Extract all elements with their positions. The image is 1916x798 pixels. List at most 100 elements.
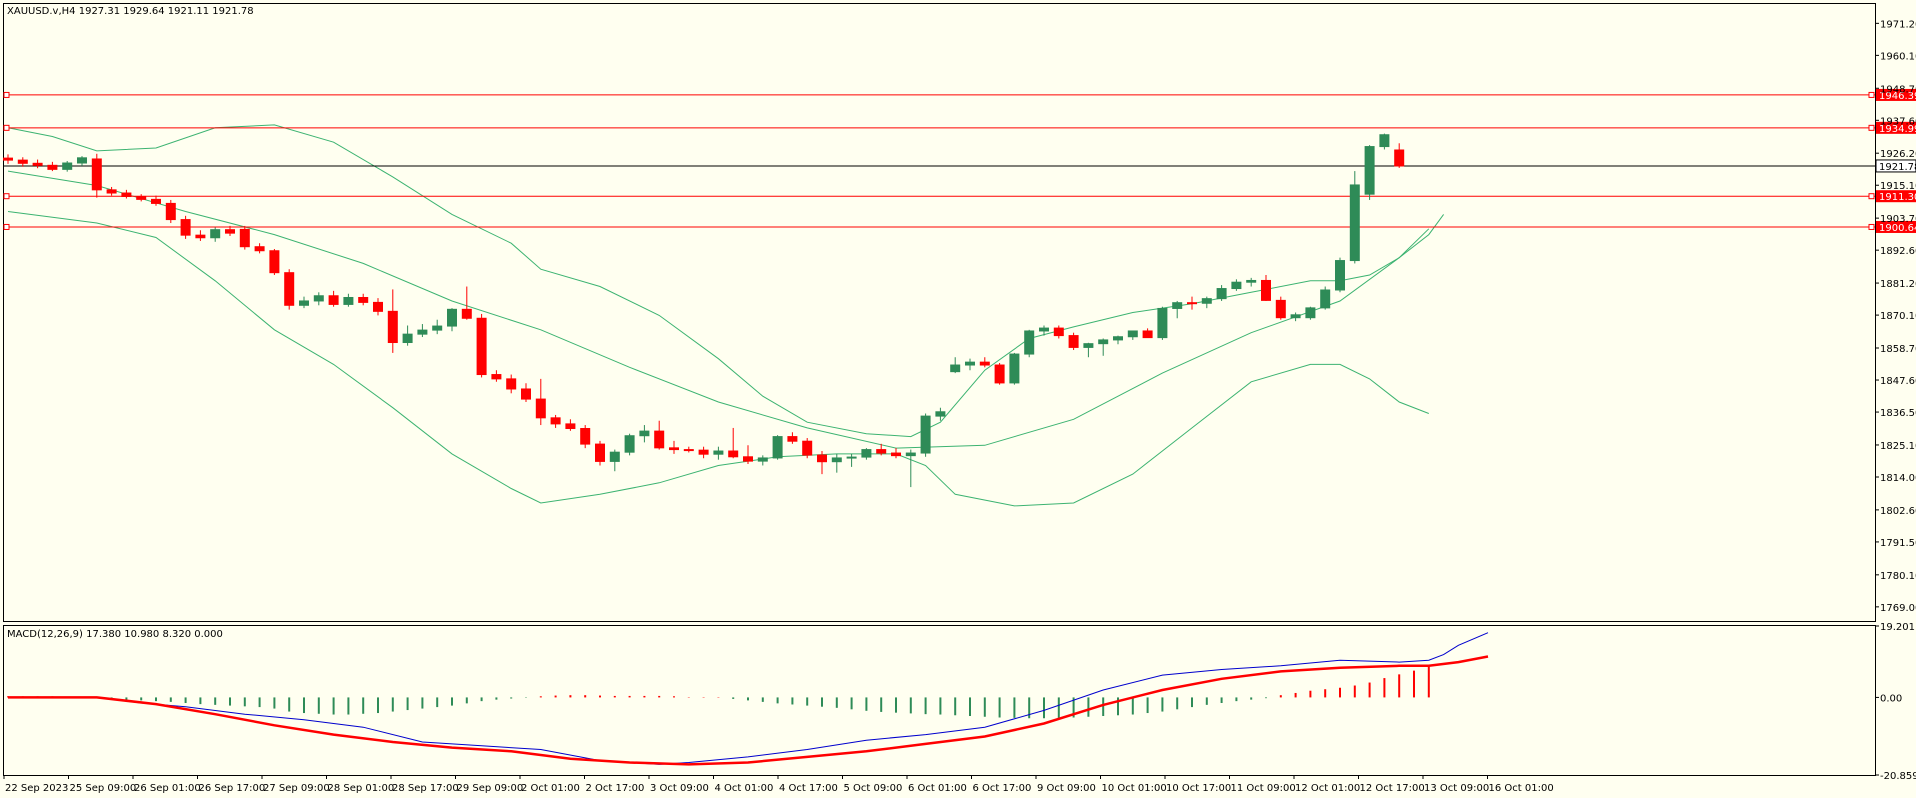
- candle-body-bear: [654, 430, 665, 449]
- candle-body-bear: [3, 157, 13, 161]
- candle-body-bull: [965, 361, 975, 366]
- candle: [447, 308, 457, 332]
- candle: [757, 455, 768, 466]
- level-handle-left: [3, 124, 10, 131]
- candle-body-bull: [1379, 134, 1390, 148]
- candle-body-bull: [609, 451, 620, 462]
- candle-body-bull: [1305, 307, 1316, 319]
- candle: [284, 269, 295, 310]
- candle: [580, 425, 591, 449]
- level-label-bg: [1876, 220, 1916, 233]
- candle: [180, 215, 191, 239]
- time-tick-label: 26 Sep 17:00: [199, 783, 266, 794]
- price-tick-label: 1926.20: [1880, 149, 1916, 160]
- candle: [1053, 325, 1064, 339]
- candle: [299, 296, 309, 309]
- candle: [1157, 306, 1168, 340]
- time-tick-label: 22 Sep 2023: [5, 783, 68, 794]
- candle-body-bull: [299, 300, 309, 306]
- time-tick-label: 5 Oct 09:00: [844, 783, 903, 794]
- level-handle-right: [1868, 91, 1875, 98]
- level-handle-right: [1868, 124, 1875, 131]
- candle-body-bear: [1068, 335, 1079, 348]
- candle-body-bull: [1335, 260, 1345, 291]
- candle: [387, 289, 398, 353]
- candle-body-bear: [550, 417, 561, 425]
- level-handle-right: [1868, 193, 1875, 200]
- price-tick-label: 1948.70: [1880, 84, 1916, 95]
- candle-body-bull: [1127, 330, 1138, 338]
- current-price-label-bg: [1875, 159, 1916, 173]
- candle: [343, 293, 354, 307]
- candle-body-bear: [476, 317, 487, 376]
- candle-body-bull: [624, 435, 635, 453]
- candle-body-bear: [121, 192, 132, 197]
- candle: [32, 159, 43, 169]
- candle: [609, 449, 620, 472]
- candle-body-bull: [417, 329, 428, 335]
- candle: [831, 453, 842, 473]
- horizontal-levels[interactable]: 1946.39 1934.99 1911.30 1900.64 1921.78: [3, 88, 1916, 234]
- candle-body-bull: [639, 430, 650, 437]
- price-tick-label: 1903.70: [1880, 214, 1916, 225]
- candle-body-bear: [1275, 299, 1286, 319]
- candle: [77, 156, 87, 166]
- candle: [373, 298, 383, 316]
- candle: [1320, 286, 1331, 310]
- symbol-header: XAUUSD.v,H4 1927.31 1929.64 1921.11 1921…: [7, 6, 254, 17]
- candle: [106, 186, 117, 196]
- candle: [772, 435, 783, 460]
- level-handle-left: [3, 91, 10, 98]
- time-tick-label: 12 Oct 17:00: [1360, 783, 1425, 794]
- candle-body-bear: [1261, 279, 1271, 301]
- time-tick-label: 16 Oct 01:00: [1489, 783, 1554, 794]
- macd-indicator: 19.201 0.00 -20.859: [7, 622, 1916, 782]
- candle-body-bear: [91, 158, 102, 191]
- candle-body-bull: [1157, 307, 1168, 339]
- candle-body-bull: [1172, 302, 1183, 309]
- candle: [1083, 342, 1094, 358]
- level-label: 1946.39: [1879, 91, 1916, 102]
- candle-body-bear: [802, 440, 813, 456]
- candle-body-bull: [846, 456, 857, 459]
- price-tick-label: 1769.00: [1880, 603, 1916, 614]
- time-tick-label: 27 Sep 09:00: [263, 783, 330, 794]
- price-tick-label: 1915.10: [1880, 181, 1916, 192]
- candle-body-bear: [491, 374, 502, 380]
- candle-body-bull: [1290, 314, 1301, 319]
- candle-body-bear: [328, 295, 339, 305]
- candle: [861, 448, 872, 460]
- candle-body-bull: [77, 157, 87, 164]
- candle-body-bull: [1098, 339, 1109, 345]
- candle: [1024, 329, 1035, 358]
- time-tick-label: 11 Oct 09:00: [1231, 783, 1296, 794]
- level-label: 1934.99: [1879, 124, 1916, 135]
- candle-body-bear: [373, 301, 383, 312]
- time-tick-label: 6 Oct 17:00: [973, 783, 1032, 794]
- candle-body-bull: [1201, 298, 1212, 304]
- candle: [1201, 296, 1212, 309]
- candle: [669, 440, 679, 454]
- candle-body-bull: [62, 162, 73, 170]
- candle: [432, 319, 443, 335]
- candle: [47, 161, 58, 172]
- candle: [1246, 277, 1257, 287]
- candle: [1305, 306, 1316, 320]
- candle-body-bear: [787, 436, 798, 442]
- candle: [91, 153, 102, 198]
- time-tick-label: 28 Sep 01:00: [328, 783, 395, 794]
- candle-body-bull: [920, 415, 931, 454]
- price-tick-label: 1870.10: [1880, 311, 1916, 322]
- price-tick-label: 1836.50: [1880, 408, 1916, 419]
- candle-body-bull: [861, 449, 872, 458]
- candle-body-bear: [269, 250, 280, 274]
- candle-body-bear: [506, 378, 517, 390]
- price-tick-label: 1937.60: [1880, 116, 1916, 127]
- candle-body-bear: [876, 449, 887, 454]
- price-tick-label: 1960.10: [1880, 51, 1916, 62]
- candle-body-bear: [195, 234, 206, 239]
- level-label-bg: [1876, 88, 1916, 101]
- price-tick-label: 1791.50: [1880, 538, 1916, 549]
- candle: [1172, 300, 1183, 319]
